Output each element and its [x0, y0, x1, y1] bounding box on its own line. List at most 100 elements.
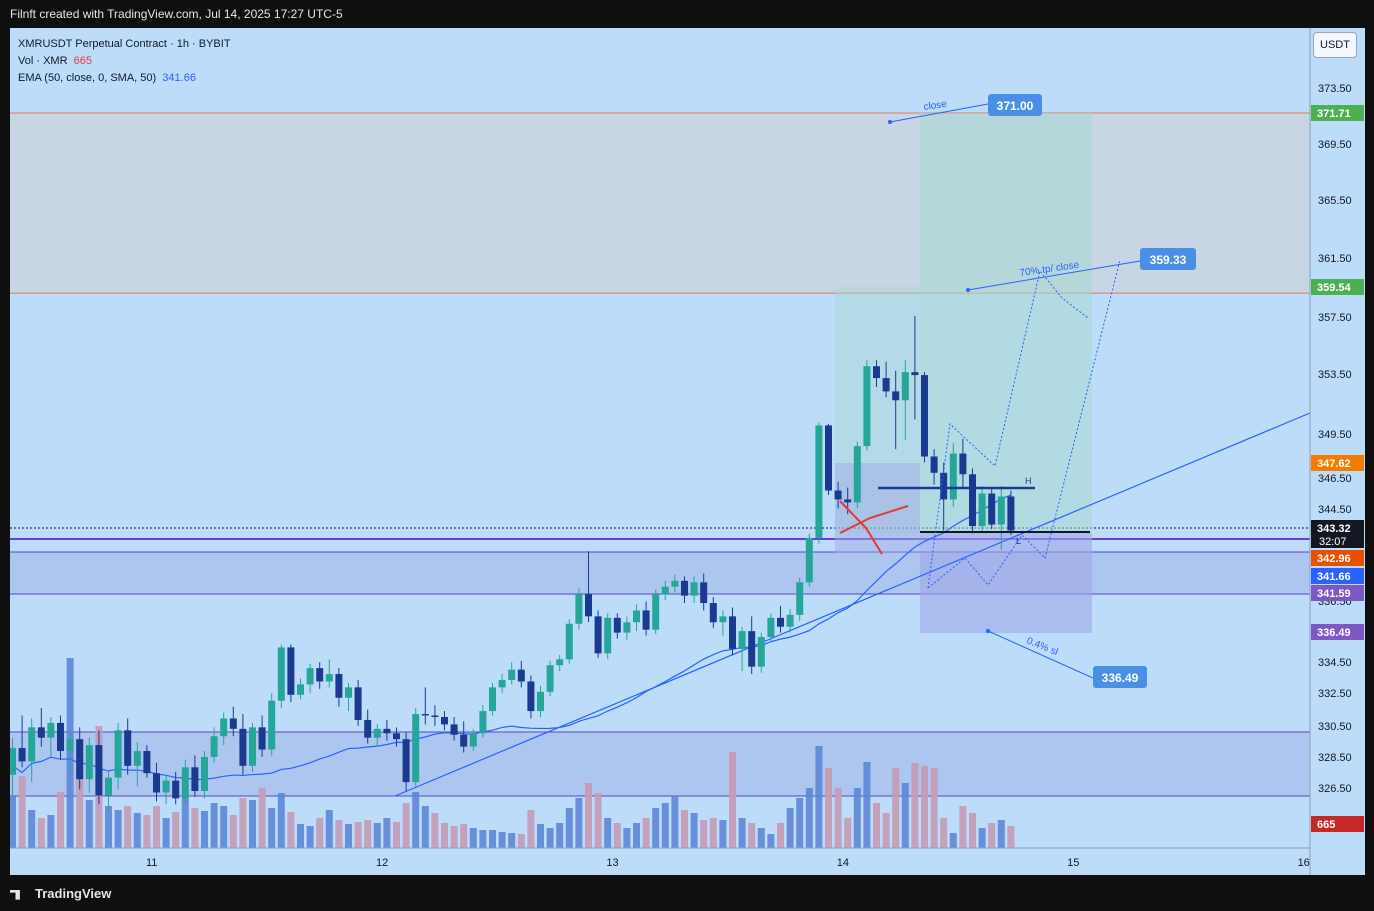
volume-bar: [690, 813, 698, 848]
volume-bar: [201, 811, 208, 848]
volume-bar: [460, 824, 468, 848]
target-close-badge: [988, 94, 1042, 116]
tp-annotation-line: [967, 260, 1141, 291]
volume-bar: [565, 808, 573, 848]
price-tick-label: 334.50: [1318, 657, 1352, 669]
candle-body: [901, 372, 909, 401]
candle-body: [690, 582, 698, 596]
volume-bar: [143, 815, 151, 848]
volume-bar: [853, 788, 861, 848]
volume-bar: [489, 830, 496, 848]
volume-bar: [575, 798, 583, 848]
price-badge: [1311, 105, 1364, 121]
candle-body: [777, 617, 784, 627]
candle-body: [834, 490, 842, 500]
volume-bar: [354, 822, 362, 848]
price-badge-label: 359.54: [1317, 282, 1352, 294]
candle-body: [805, 537, 813, 583]
volume-bar: [940, 818, 948, 848]
volume-bar: [729, 752, 736, 848]
volume-bar: [882, 813, 890, 848]
volume-bar: [268, 808, 276, 848]
volume-bar: [892, 768, 900, 848]
candle-body: [249, 727, 256, 766]
close-note: close: [923, 99, 948, 113]
volume-bar: [997, 820, 1005, 848]
price-tick-label: 346.50: [1318, 473, 1352, 485]
candle-body: [479, 711, 487, 734]
candle-body: [642, 610, 650, 630]
sl-label: 336.49: [1102, 671, 1139, 685]
ema-legend-label: EMA (50, close, 0, SMA, 50): [18, 72, 157, 84]
price-badge-label: 665: [1317, 819, 1335, 831]
volume-bar: [700, 820, 708, 848]
candle-body: [277, 647, 285, 701]
candle-body: [181, 767, 189, 799]
volume-bar: [162, 818, 170, 848]
time-tick-label: 15: [1067, 857, 1079, 869]
volume-bar: [76, 740, 84, 848]
candle-body: [114, 730, 122, 778]
candle-body: [57, 722, 64, 752]
time-tick-label: 14: [837, 857, 849, 869]
price-tick-label: 361.50: [1318, 253, 1352, 265]
candle-body: [719, 616, 727, 623]
trend-line: [394, 412, 1311, 797]
volume-bar: [652, 808, 660, 848]
volume-bar: [633, 823, 640, 848]
candle-body: [825, 425, 832, 491]
demand-zone-lower: [10, 732, 1310, 796]
volume-legend-value: 665: [73, 55, 92, 67]
price-tick-label: 332.50: [1318, 688, 1352, 700]
volume-bar: [393, 822, 400, 848]
volume-bar: [441, 823, 448, 848]
volume-bar: [709, 818, 717, 848]
time-tick-label: 13: [606, 857, 618, 869]
volume-bar: [757, 828, 765, 848]
candle-body: [565, 623, 573, 660]
volume-bar: [181, 798, 189, 848]
volume-bar: [613, 823, 621, 848]
title-bar: Filnft created with TradingView.com, Jul…: [0, 0, 1374, 28]
tradingview-brand-text: TradingView: [35, 886, 112, 901]
volume-bar: [297, 824, 304, 848]
volume-bar: [498, 832, 506, 848]
candle-body: [911, 372, 919, 376]
volume-bar: [28, 810, 36, 848]
volume-bar: [277, 793, 285, 848]
price-tick-label: 330.50: [1318, 721, 1352, 733]
volume-bar: [671, 796, 679, 848]
volume-bar: [258, 788, 266, 848]
volume-bar: [373, 823, 381, 848]
volume-bar: [85, 800, 93, 848]
price-badge-countdown: 32:07: [1319, 536, 1347, 548]
price-badge: [1311, 550, 1364, 566]
candle-body: [306, 668, 314, 685]
candle-body: [66, 739, 74, 752]
price-badge-label: 343.32: [1317, 523, 1351, 535]
price-tick-label: 326.50: [1318, 783, 1352, 795]
candle-body: [393, 733, 400, 740]
volume-bar: [815, 746, 823, 848]
volume-bar: [661, 803, 669, 848]
volume-bar: [537, 824, 544, 848]
candle-body: [700, 582, 708, 604]
volume-legend: Vol · XMR 665: [18, 53, 231, 70]
volume-bar: [825, 768, 832, 848]
volume-bar: [316, 818, 324, 848]
volume-legend-label: Vol · XMR: [18, 55, 68, 67]
candle-body: [498, 679, 506, 688]
volume-bar: [114, 810, 122, 848]
volume-bar: [335, 820, 343, 848]
volume-bar: [364, 820, 372, 848]
candle-body: [105, 777, 112, 796]
candle-body: [949, 453, 957, 500]
price-badge-label: 342.96: [1317, 553, 1351, 565]
volume-bar: [421, 806, 429, 848]
currency-selector[interactable]: USDT: [1313, 32, 1357, 58]
candle-body: [373, 728, 381, 738]
price-tick-label: 349.50: [1318, 429, 1352, 441]
candle-body: [671, 580, 679, 587]
